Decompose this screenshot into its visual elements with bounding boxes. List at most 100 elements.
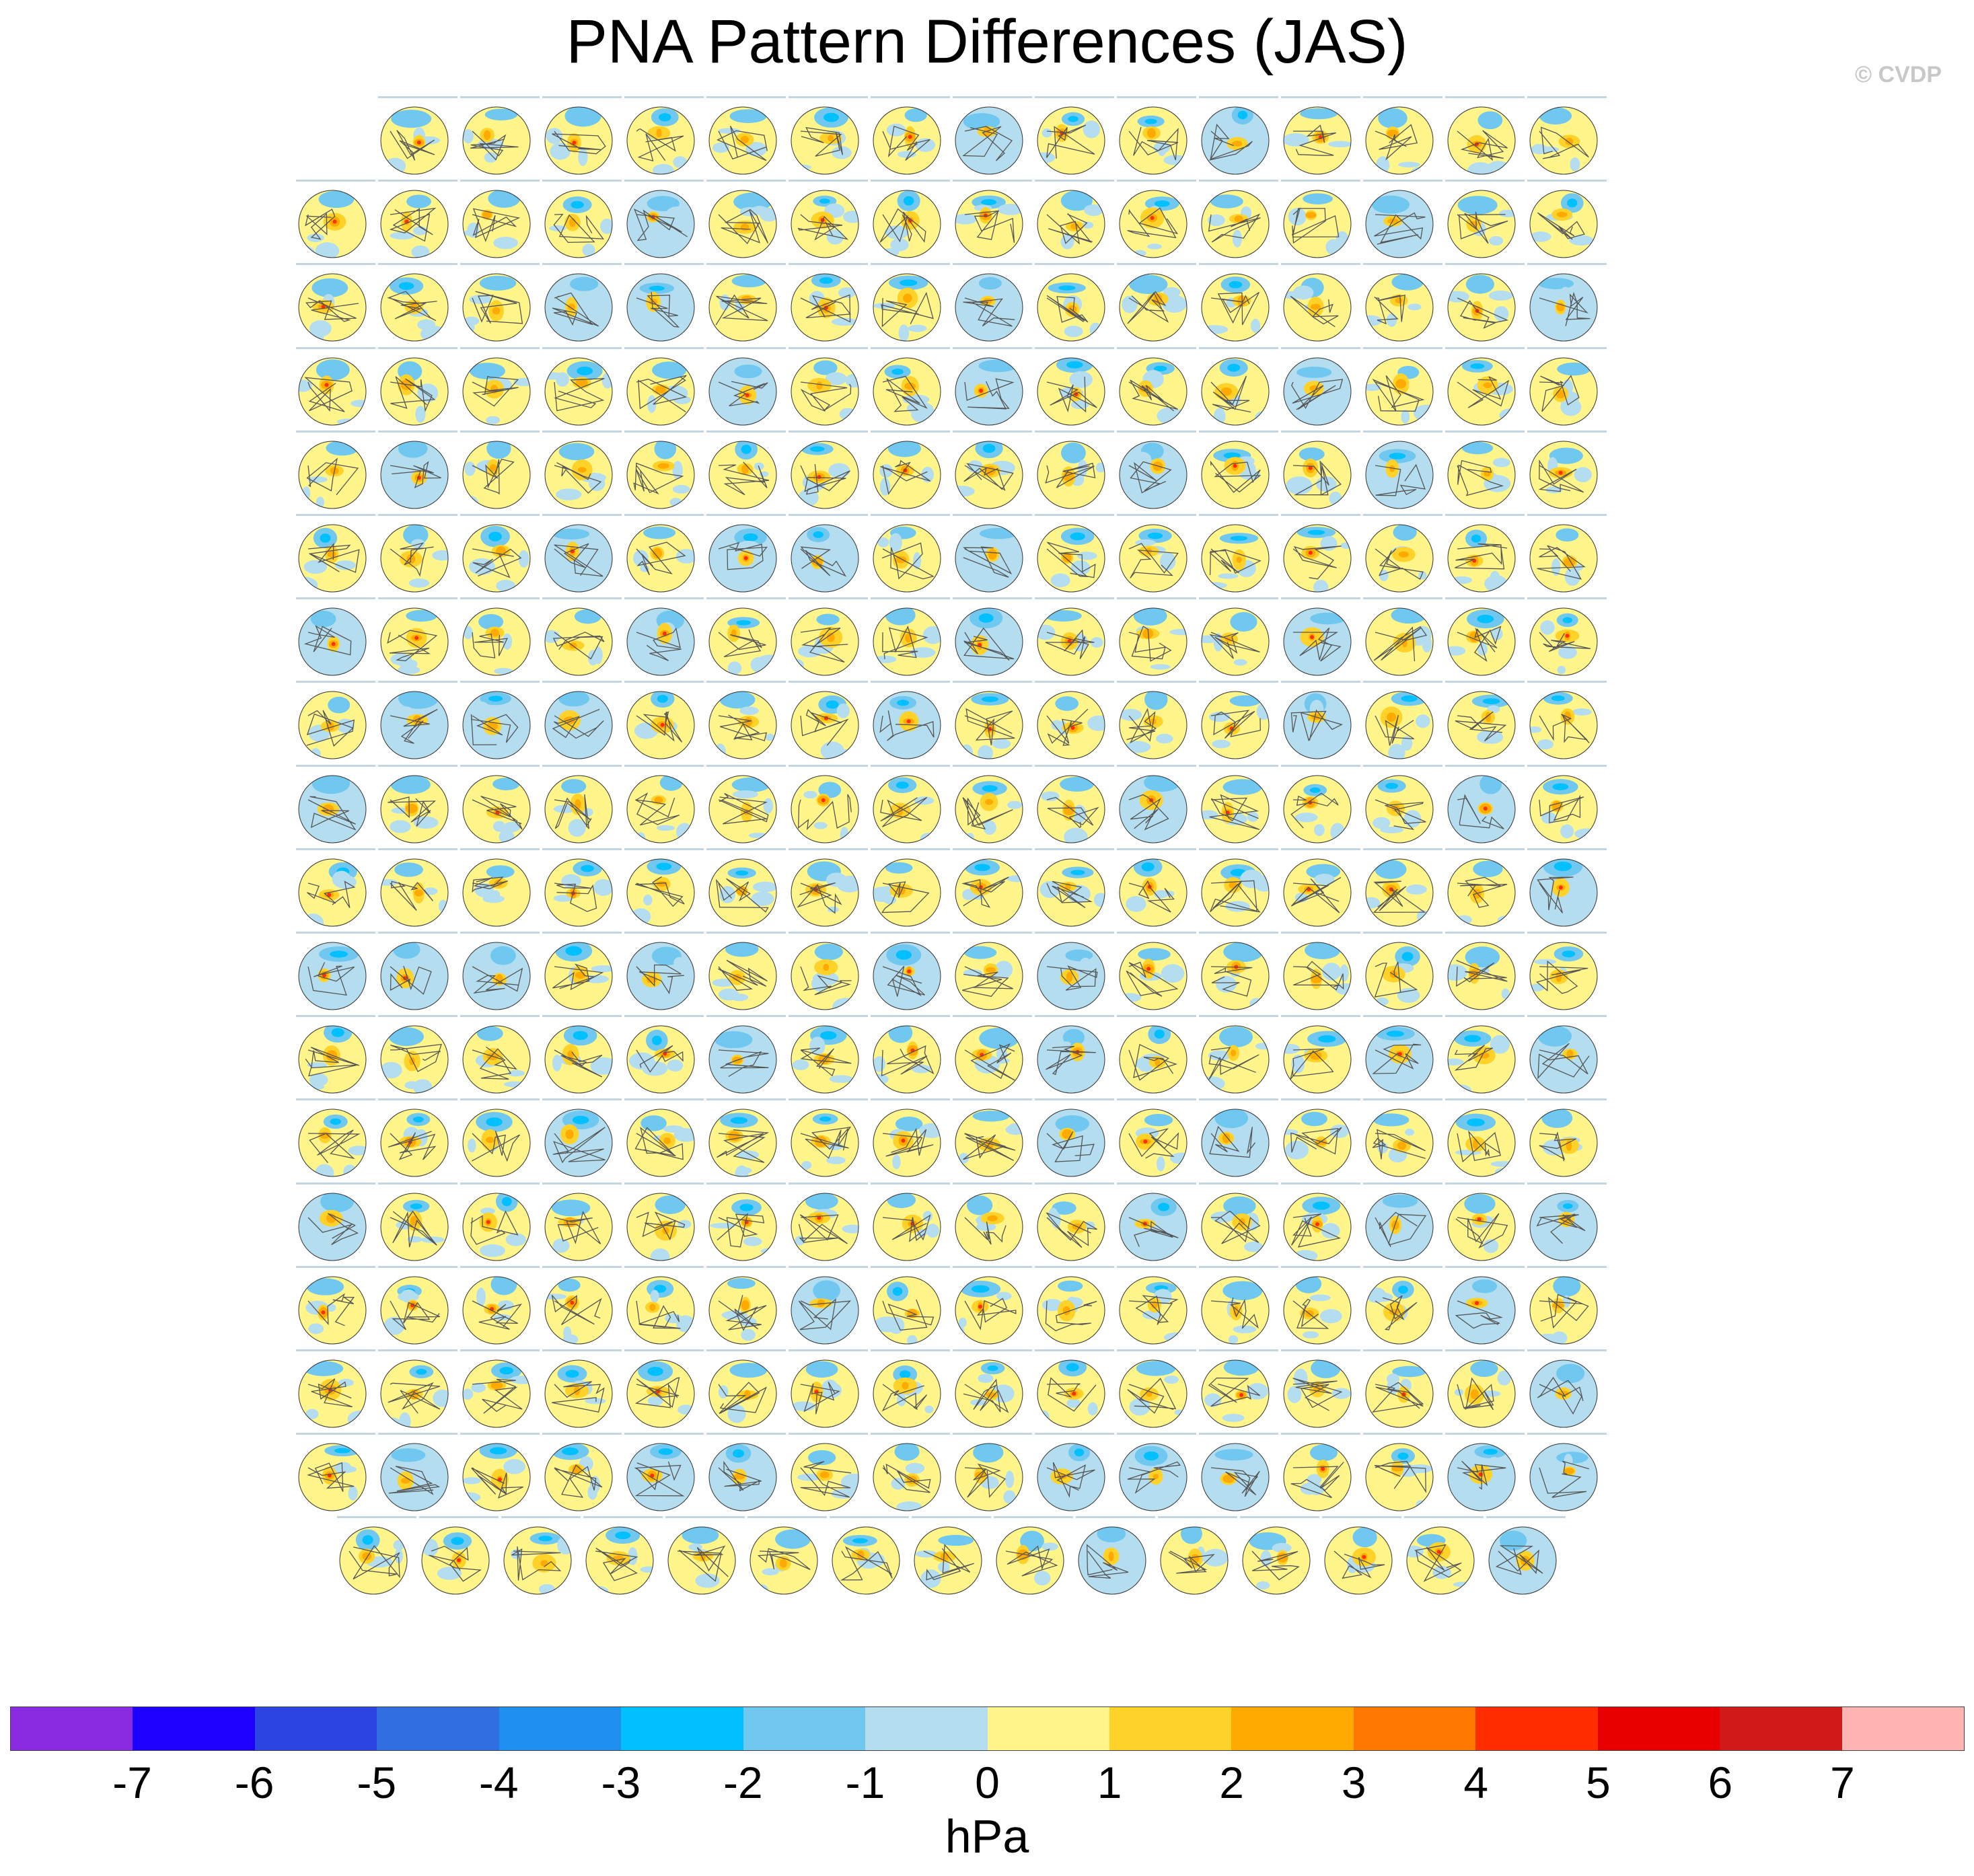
polar-map: [791, 607, 859, 676]
panel-caption: [542, 848, 622, 850]
map-panel: [1445, 1015, 1525, 1099]
panel-caption: [1445, 1265, 1525, 1268]
panel-caption: [624, 1265, 704, 1268]
map-panel: [1117, 1349, 1196, 1433]
map-panel: [1035, 1182, 1114, 1267]
panel-caption: [1199, 346, 1278, 349]
panel-caption: [789, 514, 868, 516]
panel-caption: [1445, 346, 1525, 349]
polar-map: [1365, 1443, 1434, 1511]
polar-map: [626, 942, 695, 1010]
polar-map: [1037, 942, 1105, 1010]
polar-map: [544, 1193, 613, 1261]
polar-map: [1365, 1025, 1434, 1094]
map-panel: [624, 514, 704, 598]
polar-map: [791, 1025, 859, 1094]
panel-caption: [1363, 180, 1442, 182]
colorbar-segment: [1475, 1707, 1598, 1750]
panel-caption: [706, 1098, 786, 1101]
map-panel: [296, 764, 375, 849]
panel-caption: [706, 1433, 786, 1435]
map-panel: [1527, 1433, 1607, 1517]
colorbar-segment: [499, 1707, 622, 1750]
polar-map: [1037, 607, 1105, 676]
polar-map: [421, 1526, 490, 1595]
panel-caption: [460, 1015, 540, 1018]
map-panel: [789, 681, 868, 765]
panel-caption: [1281, 764, 1360, 767]
panel-caption: [706, 932, 786, 934]
polar-map: [708, 441, 777, 509]
map-panel: [1117, 597, 1196, 681]
panel-caption: [830, 1516, 909, 1519]
map-panel: [1527, 514, 1607, 598]
polar-map: [1201, 1193, 1270, 1261]
map-panel: [1117, 1265, 1196, 1350]
map-panel: [296, 514, 375, 598]
panel-caption: [1117, 932, 1196, 934]
panel-caption: [1281, 597, 1360, 600]
panel-caption: [460, 180, 540, 182]
map-panel: [1363, 263, 1442, 347]
panel-caption: [706, 514, 786, 516]
polar-map: [462, 1109, 531, 1177]
map-panel: [706, 430, 786, 515]
map-panel: [789, 430, 868, 515]
polar-map: [544, 775, 613, 843]
panel-caption: [1199, 932, 1278, 934]
polar-map: [873, 441, 941, 509]
polar-map: [955, 357, 1023, 426]
map-panel: [460, 96, 540, 180]
panel-caption: [1445, 1098, 1525, 1101]
map-panel: [953, 1098, 1032, 1183]
polar-map: [1365, 1109, 1434, 1177]
polar-map: [955, 1025, 1023, 1094]
map-panel: [460, 932, 540, 1016]
polar-map: [708, 942, 777, 1010]
colorbar-segment: [1720, 1707, 1842, 1750]
map-panel: [1117, 681, 1196, 765]
map-panel: [953, 764, 1032, 849]
polar-map: [626, 106, 695, 175]
panel-caption: [337, 1516, 416, 1519]
map-panel: [1445, 430, 1525, 515]
panel-caption: [871, 96, 950, 98]
panel-caption: [706, 1265, 786, 1268]
map-panel: [953, 346, 1032, 431]
polar-map: [1242, 1526, 1311, 1595]
panel-caption: [871, 180, 950, 182]
map-panel: [624, 263, 704, 347]
polar-map: [298, 524, 367, 593]
panel-caption: [296, 764, 375, 767]
polar-map: [626, 1276, 695, 1345]
panel-caption: [1281, 1265, 1360, 1268]
map-panel: [1281, 1182, 1360, 1267]
panel-caption: [1363, 430, 1442, 433]
polar-map: [1529, 357, 1598, 426]
polar-map: [1529, 607, 1598, 676]
panel-caption: [542, 180, 622, 182]
polar-map: [1119, 273, 1187, 342]
polar-map: [1447, 357, 1516, 426]
colorbar-segment: [254, 1707, 377, 1750]
panel-caption: [624, 263, 704, 266]
map-panel: [296, 932, 375, 1016]
polar-map: [298, 1109, 367, 1177]
panel-caption: [953, 263, 1032, 266]
map-panel: [624, 1349, 704, 1433]
polar-map: [1119, 1109, 1187, 1177]
polar-map: [1324, 1526, 1393, 1595]
polar-map: [462, 441, 531, 509]
panel-caption: [460, 681, 540, 683]
panel-caption: [953, 764, 1032, 767]
polar-map: [1119, 942, 1187, 1010]
map-panel: [1527, 1349, 1607, 1433]
map-panel: [1117, 263, 1196, 347]
panel-caption: [296, 346, 375, 349]
colorbar-tick-label: -2: [723, 1758, 763, 1807]
panel-caption: [1199, 681, 1278, 683]
map-panel: [1035, 1349, 1114, 1433]
panel-caption: [1035, 681, 1114, 683]
polar-map: [1037, 1443, 1105, 1511]
map-panel: [542, 180, 622, 264]
